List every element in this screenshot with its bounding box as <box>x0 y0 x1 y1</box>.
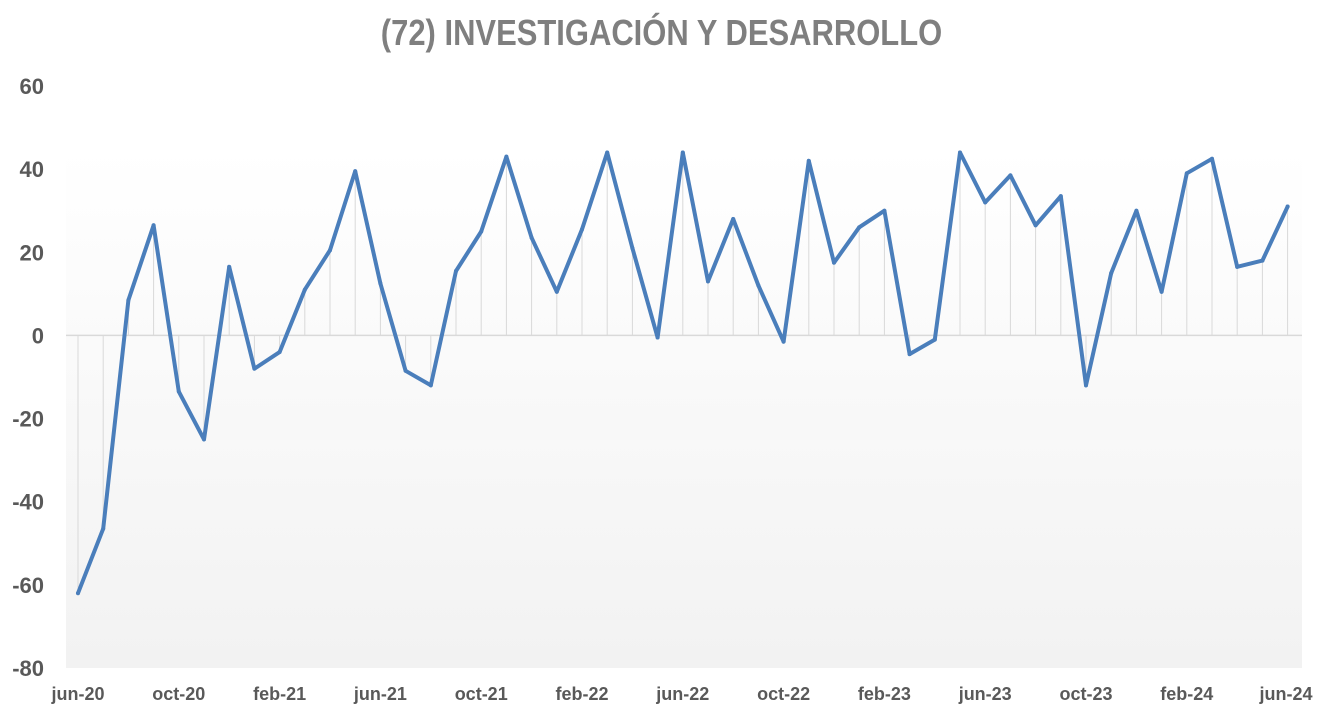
data-point <box>932 337 937 342</box>
data-point <box>151 223 156 228</box>
data-point <box>958 150 962 155</box>
x-tick-label: jun-23 <box>958 684 1012 704</box>
y-tick-label: -20 <box>12 407 44 432</box>
data-point <box>479 229 484 234</box>
data-point <box>907 352 912 357</box>
data-point <box>832 260 836 265</box>
data-point <box>353 169 358 174</box>
data-point <box>781 339 786 344</box>
x-tick-label: oct-20 <box>152 684 205 704</box>
data-point <box>756 283 761 288</box>
data-point <box>529 235 534 240</box>
y-tick-label: -80 <box>12 656 44 681</box>
data-point <box>605 150 610 155</box>
plot-area <box>66 148 1302 668</box>
data-point <box>1084 383 1088 388</box>
data-point <box>101 526 106 531</box>
x-tick-label: feb-24 <box>1160 684 1213 704</box>
data-point <box>227 264 232 269</box>
chart-title: (72) INVESTIGACIÓN Y DESARROLLO <box>380 12 943 53</box>
data-point <box>1285 204 1290 209</box>
data-point <box>655 335 660 340</box>
data-point <box>126 298 131 303</box>
x-tick-label: jun-21 <box>353 684 407 704</box>
data-point <box>202 437 206 442</box>
data-point <box>1134 208 1139 213</box>
data-point <box>1058 194 1063 199</box>
data-point <box>328 248 332 253</box>
data-point <box>277 350 282 355</box>
x-tick-label: feb-22 <box>555 684 608 704</box>
data-point <box>252 366 257 371</box>
data-point <box>403 368 408 373</box>
data-point <box>731 217 736 222</box>
data-point <box>630 246 635 251</box>
series-layer <box>76 150 1290 596</box>
y-tick-label: -40 <box>12 490 44 515</box>
y-axis-tick-labels: 60 40 20 0 -20 -40 -60 -80 <box>12 74 44 681</box>
data-point <box>428 383 433 388</box>
data-point <box>302 287 307 292</box>
data-point <box>1033 223 1038 228</box>
data-point <box>882 208 887 213</box>
y-tick-label: 60 <box>20 74 44 99</box>
data-point <box>580 227 584 232</box>
x-axis-tick-labels: jun-20 oct-20 feb-21 jun-21 oct-21 feb-22 jun-… <box>50 684 1312 704</box>
data-point <box>554 289 559 294</box>
x-tick-label: oct-22 <box>757 684 810 704</box>
data-point <box>1109 271 1114 276</box>
data-point <box>806 158 811 163</box>
x-tick-label: oct-21 <box>455 684 508 704</box>
data-point <box>454 268 458 273</box>
data-point <box>378 281 383 286</box>
data-point <box>857 225 862 230</box>
x-tick-label: feb-21 <box>253 684 306 704</box>
y-tick-label: 20 <box>20 240 44 265</box>
data-point <box>1210 156 1214 161</box>
data-point <box>983 200 988 205</box>
data-point <box>1159 289 1164 294</box>
data-point <box>76 591 80 596</box>
x-tick-label: jun-20 <box>50 684 104 704</box>
data-point <box>176 389 181 394</box>
y-tick-label: -60 <box>12 573 44 598</box>
data-point <box>504 154 509 159</box>
x-tick-label: feb-23 <box>858 684 911 704</box>
y-tick-label: 0 <box>32 323 44 348</box>
x-tick-label: oct-23 <box>1059 684 1112 704</box>
y-tick-label: 40 <box>20 157 44 182</box>
drop-lines <box>77 152 1289 594</box>
data-point <box>1008 173 1013 178</box>
x-tick-label: jun-24 <box>1258 684 1312 704</box>
x-tick-label: jun-22 <box>655 684 709 704</box>
data-point <box>1184 171 1189 176</box>
data-point <box>1260 258 1265 263</box>
data-point <box>680 150 685 155</box>
data-point <box>1235 264 1240 269</box>
data-point <box>706 279 710 284</box>
